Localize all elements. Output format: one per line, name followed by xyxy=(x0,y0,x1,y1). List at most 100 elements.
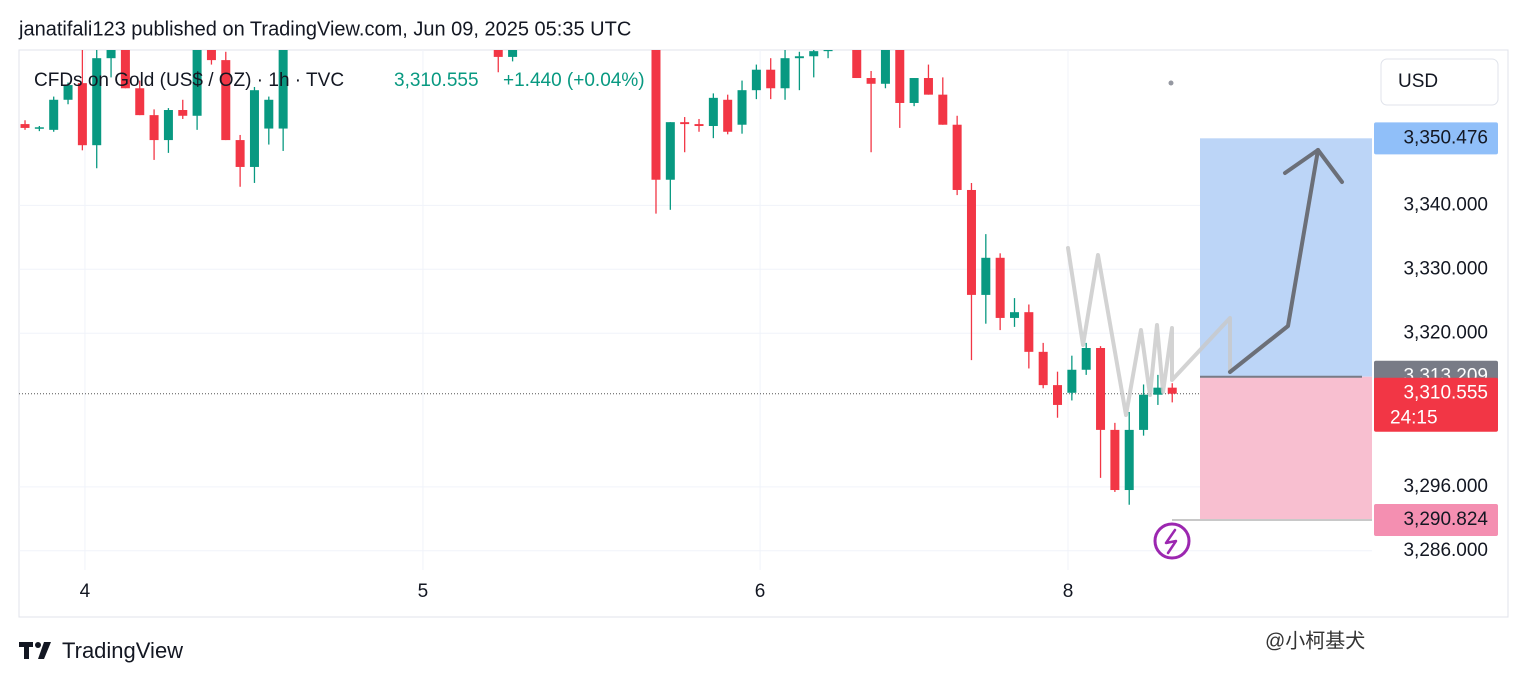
candle-body xyxy=(422,1,431,20)
x-tick-label: 8 xyxy=(1063,581,1074,602)
candle-body xyxy=(1096,348,1106,430)
candle-body xyxy=(723,99,733,132)
candle-body xyxy=(966,189,976,295)
candle-body xyxy=(249,90,259,167)
candle-body xyxy=(1024,312,1034,352)
target-label-box xyxy=(1374,122,1498,155)
zigzag-drawing xyxy=(1066,148,1320,417)
position-tool xyxy=(1172,138,1372,521)
drawings xyxy=(1066,80,1344,560)
candle-body xyxy=(895,50,905,103)
arrow-drawing xyxy=(1228,148,1320,374)
candle-body xyxy=(694,124,704,127)
stop-label: 3,290.824 xyxy=(1403,509,1488,530)
dot xyxy=(1168,80,1174,86)
header-change: +1.440 (+0.04%) xyxy=(503,70,645,91)
y-tick-label: 3,330.000 xyxy=(1403,258,1488,279)
candle-body xyxy=(1053,385,1063,405)
candle-body xyxy=(350,0,359,1)
candle-body xyxy=(264,99,274,129)
y-tick-label: 3,320.000 xyxy=(1403,322,1488,343)
watermark: @小柯基犬 xyxy=(1265,629,1365,652)
candle-body xyxy=(537,0,546,13)
candle-body xyxy=(1167,387,1177,394)
candle-body xyxy=(235,140,245,167)
price-axis: 3,286.000 3,296.000 3,320.000 3,330.000 3,34… xyxy=(80,122,1498,602)
candle-body xyxy=(852,50,862,79)
logo-part xyxy=(35,642,41,648)
candle-body xyxy=(995,257,1005,318)
last-price-label-box xyxy=(1374,377,1498,432)
candle-body xyxy=(665,122,675,180)
countdown: 24:15 xyxy=(1390,408,1438,429)
grid xyxy=(19,50,1372,570)
candle-body xyxy=(206,50,216,61)
candle-body xyxy=(737,90,747,125)
candle-body xyxy=(163,110,173,141)
candle-body xyxy=(77,83,87,146)
candle-body xyxy=(1038,351,1048,386)
candle-body xyxy=(866,78,876,84)
candle-body xyxy=(1009,312,1019,318)
x-tick-label: 4 xyxy=(80,581,91,602)
candle-body xyxy=(651,50,661,180)
symbol: CFDs on Gold (US$ / OZ) · 1h · TVC xyxy=(34,70,344,91)
candle-body xyxy=(307,0,316,13)
candle-body xyxy=(981,257,991,295)
candle-body xyxy=(178,110,188,116)
event-bolt xyxy=(1164,528,1178,555)
currency-button[interactable] xyxy=(1380,58,1499,106)
candle-body xyxy=(408,0,417,1)
y-tick-label: 3,286.000 xyxy=(1403,540,1488,561)
candle-body xyxy=(952,124,962,190)
candle-body xyxy=(780,58,790,89)
logo-part xyxy=(38,642,51,659)
x-tick-label: 6 xyxy=(755,581,766,602)
candle-body xyxy=(766,69,776,89)
candle-body xyxy=(637,26,646,39)
currency: USD xyxy=(1398,71,1438,92)
candle-body xyxy=(49,99,59,130)
last-price-label: 3,310.555 xyxy=(1403,383,1488,404)
candle-body xyxy=(680,122,690,125)
candle-body xyxy=(34,127,44,129)
target-label: 3,350.476 xyxy=(1403,127,1488,148)
candle-body xyxy=(135,88,145,116)
candle-body xyxy=(63,85,73,100)
event-icon[interactable] xyxy=(1153,522,1191,560)
candle-body xyxy=(823,50,833,52)
candle-body xyxy=(938,94,948,125)
candle-body xyxy=(880,50,890,84)
candle-body xyxy=(1153,387,1163,395)
candle-body xyxy=(106,50,116,59)
candle-body xyxy=(20,124,30,128)
candle-body xyxy=(909,78,919,103)
brand: TradingView xyxy=(62,638,183,663)
candle-body xyxy=(809,51,819,57)
y-tick-label: 3,296.000 xyxy=(1403,476,1488,497)
logo-part xyxy=(24,642,29,659)
candle-body xyxy=(1110,429,1120,491)
candle-body xyxy=(278,50,288,129)
candle-body xyxy=(221,60,231,141)
candle-body xyxy=(923,78,933,95)
candle-body xyxy=(708,97,718,127)
candle-body xyxy=(794,56,804,59)
candle-body xyxy=(508,50,518,57)
stop-label-box xyxy=(1374,503,1498,536)
candle-body xyxy=(1124,429,1134,491)
candle-body xyxy=(149,115,159,141)
stop-zone xyxy=(1200,376,1372,520)
published-line: janatifali123 published on TradingView.c… xyxy=(18,18,631,40)
candle-body xyxy=(1067,369,1077,393)
candle-body xyxy=(92,58,102,146)
candle-body xyxy=(751,69,761,91)
candle-body xyxy=(1139,394,1149,430)
candles xyxy=(20,0,1177,505)
candle-body xyxy=(120,50,130,89)
candle-body xyxy=(192,50,202,116)
candle-body xyxy=(1081,348,1091,370)
tv-logo xyxy=(19,642,51,659)
